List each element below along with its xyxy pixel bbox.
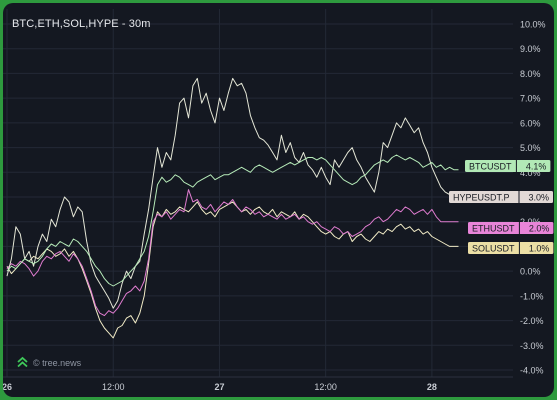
series-line-ethusdt	[6, 189, 459, 317]
y-tick-label: 7.0%	[520, 94, 541, 104]
y-tick-label: -4.0%	[520, 366, 544, 376]
y-tick-label: 4.0%	[520, 168, 541, 178]
y-tick-label: 9.0%	[520, 44, 541, 54]
y-tick-label: 10.0%	[520, 20, 546, 30]
price-tags: BTCUSDT 4.1% HYPEUSDT.P 3.0% ETHUSDT 2.0% SOLU…	[449, 160, 554, 254]
y-tick-label: 0.0%	[520, 267, 541, 277]
price-chart[interactable]: 10.0% 9.0% 8.0% 7.0% 6.0% 5.0% 4.0% 3.0% 2.0% 1.0…	[3, 3, 554, 397]
y-tick-label: -1.0%	[520, 291, 544, 301]
price-tag-name: SOLUSDT	[472, 243, 515, 253]
watermark-text: © tree.news	[33, 357, 82, 368]
price-tag-name: BTCUSDT	[469, 161, 512, 171]
y-tick-label: 6.0%	[520, 118, 541, 128]
series-line-hypeusdt-p	[6, 77, 459, 309]
y-tick-label: 5.0%	[520, 143, 541, 153]
price-tag-bg	[465, 160, 551, 172]
y-tick-label: 8.0%	[520, 69, 541, 79]
grid-lines	[3, 9, 513, 377]
x-tick-label: 12:00	[314, 382, 337, 392]
double-chevron-up-icon	[17, 356, 28, 368]
price-tag-bg	[468, 222, 554, 234]
x-tick-label: 28	[427, 382, 437, 392]
x-tick-label: 12:00	[102, 382, 125, 392]
price-tag-btcusdt: BTCUSDT 4.1%	[465, 160, 551, 172]
price-tag-bg	[449, 191, 553, 203]
chart-title: BTC,ETH,SOL,HYPE - 30m	[12, 18, 151, 30]
series-line-btcusdt	[6, 154, 459, 287]
x-tick-label: 26	[3, 382, 12, 392]
price-tag-value: 1.0%	[529, 243, 550, 253]
series-line-solusdt	[6, 201, 459, 339]
series-lines	[6, 77, 459, 339]
price-tag-ethusdt: ETHUSDT 2.0%	[468, 222, 554, 234]
x-tick-label: 27	[214, 382, 224, 392]
price-tag-bg	[468, 242, 554, 254]
chart-frame: 10.0% 9.0% 8.0% 7.0% 6.0% 5.0% 4.0% 3.0% 2.0% 1.0…	[3, 3, 554, 397]
price-tag-name: HYPEUSDT.P	[453, 192, 510, 202]
y-tick-label: -3.0%	[520, 341, 544, 351]
watermark: © tree.news	[16, 356, 81, 369]
price-tag-name: ETHUSDT	[472, 223, 515, 233]
y-tick-label: -2.0%	[520, 316, 544, 326]
price-tag-value: 3.0%	[528, 192, 549, 202]
price-tag-value: 2.0%	[529, 223, 550, 233]
price-tag-solusdt: SOLUSDT 1.0%	[468, 242, 554, 254]
price-tag-hypeusdt-p: HYPEUSDT.P 3.0%	[449, 191, 553, 203]
price-tag-value: 4.1%	[526, 161, 547, 171]
x-axis: 26 12:00 27 12:00 28	[3, 376, 513, 392]
